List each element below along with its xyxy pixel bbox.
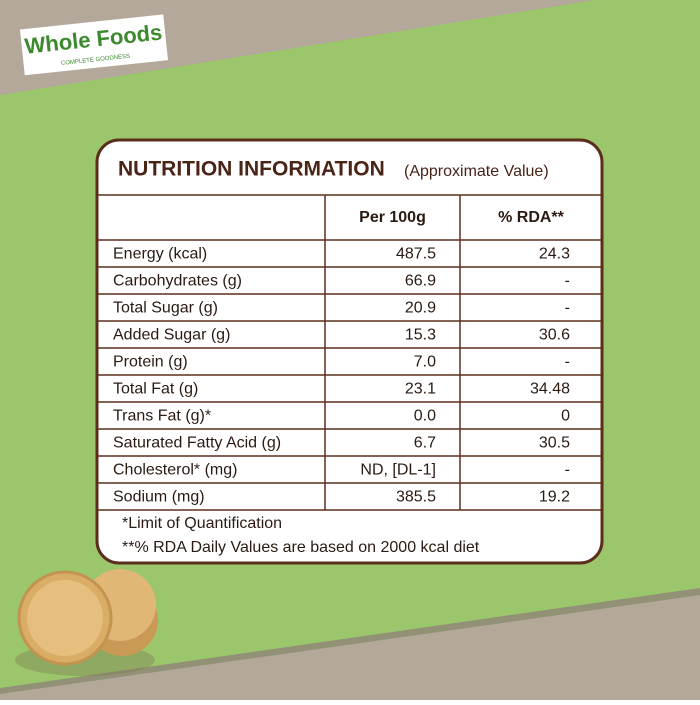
cookies — [15, 569, 158, 676]
per-100g-value: 385.5 — [396, 489, 436, 506]
rda-value: - — [565, 354, 570, 371]
rda-value: - — [565, 462, 570, 479]
rda-value: 30.5 — [539, 435, 570, 452]
per-100g-value: 0.0 — [414, 408, 436, 425]
rda-value: 30.6 — [539, 327, 570, 344]
column-header: Per 100g — [359, 209, 426, 226]
rda-value: - — [565, 273, 570, 290]
rda-value: - — [565, 300, 570, 317]
nutrient-name: Sodium (mg) — [113, 489, 205, 506]
footnote: *Limit of Quantification — [122, 515, 282, 532]
title: NUTRITION INFORMATION — [118, 158, 385, 181]
nutrient-name: Carbohydrates (g) — [113, 273, 242, 290]
logo-banner — [19, 14, 168, 76]
column-header: % RDA** — [498, 209, 565, 226]
subtitle: (Approximate Value) — [404, 163, 549, 180]
logo: Whole Foods COMPLETE GOODNESS — [19, 14, 168, 76]
per-100g-value: 23.1 — [405, 381, 436, 398]
per-100g-value: ND, [DL-1] — [360, 462, 436, 479]
table-card — [95, 138, 604, 565]
rda-value: 0 — [561, 408, 570, 425]
nutrient-name: Trans Fat (g)* — [113, 408, 211, 425]
per-100g-value: 6.7 — [414, 435, 436, 452]
nutrient-name: Total Sugar (g) — [113, 300, 218, 317]
rda-value: 24.3 — [539, 246, 570, 263]
per-100g-value: 487.5 — [396, 246, 436, 263]
rda-value: 19.2 — [539, 489, 570, 506]
rda-value: 34.48 — [530, 381, 570, 398]
per-100g-value: 7.0 — [414, 354, 436, 371]
footnote: **% RDA Daily Values are based on 2000 k… — [122, 539, 480, 556]
per-100g-value: 66.9 — [405, 273, 436, 290]
nutrient-name: Protein (g) — [113, 354, 188, 371]
nutrient-name: Total Fat (g) — [113, 381, 198, 398]
nutrient-name: Energy (kcal) — [113, 246, 207, 263]
per-100g-value: 15.3 — [405, 327, 436, 344]
per-100g-value: 20.9 — [405, 300, 436, 317]
nutrient-name: Saturated Fatty Acid (g) — [113, 435, 281, 452]
table: Per 100g % RDA** Energy (kcal) 487.5 24.3 Car… — [97, 194, 602, 556]
nutrient-name: Added Sugar (g) — [113, 327, 230, 344]
nutrient-name: Cholesterol* (mg) — [113, 462, 237, 479]
